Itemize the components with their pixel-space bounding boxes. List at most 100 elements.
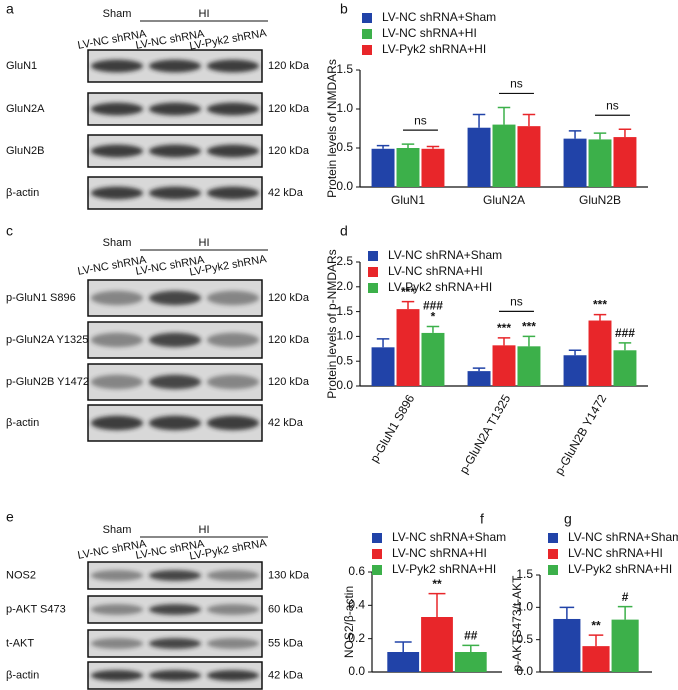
row-size: 120 kDa bbox=[268, 376, 310, 388]
panel-letter: f bbox=[480, 511, 484, 527]
bar bbox=[563, 355, 587, 386]
bracket-label: ns bbox=[414, 113, 427, 127]
bar bbox=[467, 127, 491, 187]
y-axis-label: Protein levels of p-NMDARs bbox=[325, 249, 339, 398]
bar bbox=[421, 617, 453, 672]
row-size: 55 kDa bbox=[268, 637, 304, 649]
y-tick-label: 0.5 bbox=[516, 632, 533, 646]
y-tick-label: 1.5 bbox=[516, 567, 533, 581]
group-label: Sham bbox=[103, 524, 132, 536]
error-bar bbox=[559, 606, 575, 619]
panel-letter: d bbox=[340, 223, 348, 239]
row-label: p-GluN1 S896 bbox=[6, 292, 76, 304]
error-bar bbox=[401, 300, 415, 310]
significance: *** bbox=[497, 321, 511, 335]
legend-label: LV-NC shRNA+HI bbox=[392, 546, 487, 560]
error-bar bbox=[568, 130, 582, 139]
group-label: Sham bbox=[103, 8, 132, 20]
bar bbox=[396, 148, 420, 187]
error-bar bbox=[522, 113, 536, 127]
y-tick-label: 1.5 bbox=[336, 304, 353, 318]
bar bbox=[371, 347, 395, 386]
blot-band bbox=[91, 638, 143, 649]
blot-band bbox=[149, 186, 201, 200]
row-label: β-actin bbox=[6, 187, 39, 199]
legend-label: LV-Pyk2 shRNA+HI bbox=[382, 42, 486, 56]
bar bbox=[613, 137, 637, 187]
panel-letter: a bbox=[6, 1, 14, 17]
blot-band bbox=[207, 570, 259, 581]
legend-label: LV-Pyk2 shRNA+HI bbox=[568, 562, 672, 576]
legend-swatch bbox=[362, 13, 372, 23]
row-label: NOS2 bbox=[6, 569, 36, 581]
significance: * bbox=[431, 310, 436, 324]
blot-band bbox=[149, 144, 201, 158]
blot-band bbox=[207, 670, 259, 681]
significance: *** bbox=[401, 285, 415, 299]
error-bar bbox=[472, 113, 486, 128]
error-bar bbox=[376, 338, 390, 348]
blot-band bbox=[91, 332, 143, 348]
blot-band bbox=[207, 290, 259, 306]
legend-label: LV-Pyk2 shRNA+HI bbox=[388, 280, 492, 294]
significance: ### bbox=[615, 326, 635, 340]
bar bbox=[454, 652, 487, 672]
legend-swatch bbox=[548, 549, 558, 559]
bar bbox=[582, 646, 610, 672]
panel-letter: e bbox=[6, 509, 14, 525]
x-tick-label: GluN2B bbox=[579, 193, 621, 207]
legend-label: LV-NC shRNA+HI bbox=[382, 26, 477, 40]
bar bbox=[467, 371, 491, 386]
row-size: 120 kDa bbox=[268, 145, 310, 157]
legend-swatch bbox=[362, 45, 372, 55]
error-bar bbox=[426, 145, 440, 149]
blot-band bbox=[149, 570, 201, 581]
error-bar bbox=[522, 335, 536, 347]
y-axis-label: p-AKTS473/t-AKT bbox=[510, 575, 524, 672]
bracket-label: ns bbox=[510, 295, 523, 309]
row-label: p-AKT S473 bbox=[6, 603, 66, 615]
blot-band bbox=[91, 374, 143, 390]
significance: ## bbox=[464, 629, 478, 643]
x-tick-label: GluN2A bbox=[483, 193, 525, 207]
blot-band bbox=[91, 415, 143, 431]
error-bar bbox=[394, 641, 412, 652]
x-tick-label: p-GluN2A T1325 bbox=[457, 392, 514, 477]
error-bar bbox=[618, 128, 632, 138]
panel-letter: g bbox=[564, 511, 572, 527]
blot-band bbox=[207, 102, 259, 116]
y-tick-label: 0.0 bbox=[336, 378, 353, 392]
y-tick-label: 1.0 bbox=[516, 600, 533, 614]
y-tick-label: 1.0 bbox=[336, 329, 353, 343]
significance: ### bbox=[423, 299, 443, 313]
blot-band bbox=[207, 604, 259, 615]
bar bbox=[613, 350, 637, 386]
bracket-label: ns bbox=[510, 77, 523, 91]
error-bar bbox=[428, 592, 446, 617]
bar bbox=[588, 320, 612, 386]
bar bbox=[563, 138, 587, 187]
row-size: 60 kDa bbox=[268, 603, 304, 615]
legend-swatch bbox=[368, 267, 378, 277]
legend-swatch bbox=[372, 533, 382, 543]
bar bbox=[517, 126, 541, 187]
legend-swatch bbox=[362, 29, 372, 39]
row-size: 42 kDa bbox=[268, 669, 304, 681]
error-bar bbox=[618, 342, 632, 351]
row-size: 120 kDa bbox=[268, 334, 310, 346]
blot-band bbox=[91, 570, 143, 581]
bar bbox=[492, 345, 516, 386]
y-axis-label: Protein levels of NMDARs bbox=[325, 59, 339, 198]
blot-band bbox=[91, 604, 143, 615]
panel-letter: b bbox=[340, 1, 348, 17]
legend-label: LV-NC shRNA+HI bbox=[568, 546, 663, 560]
y-tick-label: 0.2 bbox=[348, 631, 365, 645]
blot-band bbox=[149, 638, 201, 649]
x-tick-label: p-GluN2B Y1472 bbox=[552, 392, 610, 478]
legend-label: LV-Pyk2 shRNA+HI bbox=[392, 562, 496, 576]
blot-band bbox=[149, 290, 201, 306]
legend-swatch bbox=[548, 533, 558, 543]
blot-band bbox=[149, 604, 201, 615]
error-bar bbox=[497, 337, 511, 346]
blot-band bbox=[207, 374, 259, 390]
